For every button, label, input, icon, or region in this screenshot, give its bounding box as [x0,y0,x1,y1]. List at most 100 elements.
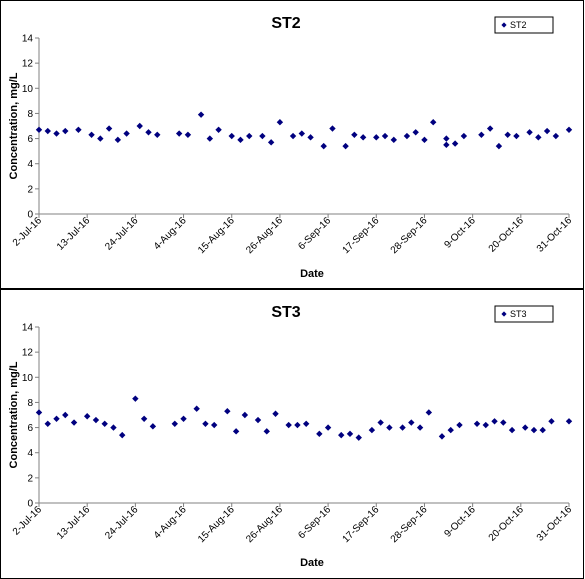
y-tick-label: 4 [27,448,33,459]
data-point [232,428,240,435]
data-point [276,119,284,126]
x-tick-label: 31-Oct-16 [535,215,575,255]
y-tick-label: 12 [22,59,34,70]
data-point [272,410,279,417]
chart-title: ST3 [271,304,300,321]
data-point [62,127,69,135]
data-point [202,420,209,427]
x-tick-label: 17-Sep-16 [341,504,382,545]
data-point [346,430,354,438]
x-tick-label: 4-Aug-16 [152,215,189,252]
data-point [83,413,91,420]
data-point [241,411,249,419]
legend-box [494,16,554,34]
data-point [416,424,424,431]
y-axis-label: Concentration, mg/L [8,361,20,468]
data-point [228,132,235,140]
x-tick-label: 31-Oct-16 [535,504,575,544]
data-point [342,142,349,150]
data-point [460,132,468,140]
data-point [486,125,494,132]
y-tick-label: 12 [22,348,34,359]
data-point [377,419,384,426]
y-tick-label: 10 [22,373,34,384]
data-point [246,132,253,140]
x-tick-label: 26-Aug-16 [244,504,285,545]
legend-label: ST2 [510,20,527,30]
x-tick-label: 28-Sep-16 [389,504,430,545]
data-point [289,132,297,140]
data-point [224,408,231,415]
x-tick-label: 20-Oct-16 [487,504,527,544]
data-point [70,419,78,426]
x-tick-label: 24-Jul-16 [103,215,141,253]
x-tick-label: 9-Oct-16 [442,504,478,540]
data-point [368,426,376,434]
data-point [443,135,450,142]
x-tick-label: 6-Sep-16 [296,215,333,252]
data-point [316,430,323,438]
data-point [140,415,148,422]
chart-panel-st3: ST3 0 2 4 6 8 10 12 14 2-Jul-16 13-Jul-16 24-Jul-16… [0,289,584,579]
data-point [136,122,143,130]
legend-marker [501,22,507,28]
data-point [263,428,270,435]
data-point [211,421,218,429]
data-point [145,129,152,136]
y-tick-label: 10 [22,84,34,95]
data-point [447,426,454,434]
data-point [373,134,380,141]
data-point [302,420,310,427]
x-tick-label: 15-Aug-16 [196,215,237,256]
data-point [75,126,82,133]
data-point [412,129,419,136]
data-point [123,130,130,137]
data-point [539,426,546,434]
data-point [504,131,511,138]
data-point [329,125,336,132]
data-point [351,131,358,138]
data-point [399,424,406,431]
data-point [53,415,60,422]
data-point [438,433,446,440]
data-point [482,421,489,429]
y-tick-label: 14 [22,323,34,334]
data-point [381,132,389,140]
data-point [521,424,529,431]
data-point [421,136,428,144]
data-point [237,136,244,144]
data-point [500,419,507,426]
data-point [535,134,542,141]
data-point [355,434,362,441]
data-point [338,431,345,439]
chart-title: ST2 [271,15,300,32]
data-point [526,129,533,136]
data-point [154,131,161,138]
data-point [425,409,433,416]
data-point [180,415,187,422]
x-axis-label: Date [300,268,324,280]
data-point [44,127,51,135]
data-point [101,420,108,427]
y-tick-label: 6 [27,134,33,145]
data-point [105,125,113,132]
x-tick-label: 24-Jul-16 [103,504,141,542]
y-tick-label: 2 [27,473,33,484]
data-point [513,132,520,140]
data-point [294,421,301,429]
data-point [543,127,551,135]
x-tick-label: 26-Aug-16 [244,215,285,256]
legend-label: ST3 [510,309,527,319]
legend: ST3 [494,305,554,323]
data-point [443,141,450,149]
data-point [408,419,415,426]
data-point [565,126,573,133]
x-axis-label: Date [300,557,324,569]
data-point [175,130,183,137]
data-point [110,424,117,431]
data-point [285,421,292,429]
data-point [491,418,498,425]
data-point [495,142,503,150]
